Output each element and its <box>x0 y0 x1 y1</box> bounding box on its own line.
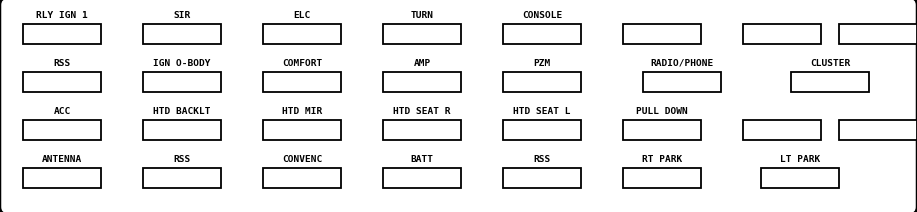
Text: BATT: BATT <box>411 155 434 164</box>
Bar <box>503 24 581 44</box>
Text: RSS: RSS <box>534 155 550 164</box>
Bar <box>23 168 101 188</box>
Text: HTD MIR: HTD MIR <box>282 107 322 116</box>
Text: PZM: PZM <box>534 59 550 68</box>
Text: ELC: ELC <box>293 11 311 20</box>
Text: AMP: AMP <box>414 59 431 68</box>
Text: ACC: ACC <box>53 107 71 116</box>
Text: RLY IGN 1: RLY IGN 1 <box>36 11 88 20</box>
Text: IGN O-BODY: IGN O-BODY <box>153 59 211 68</box>
Bar <box>263 72 341 92</box>
Bar <box>143 120 221 140</box>
Text: TURN: TURN <box>411 11 434 20</box>
Text: PULL DOWN: PULL DOWN <box>636 107 688 116</box>
Bar <box>623 120 701 140</box>
Bar <box>761 168 839 188</box>
Bar <box>383 24 461 44</box>
Text: ANTENNA: ANTENNA <box>42 155 83 164</box>
Bar <box>503 120 581 140</box>
Bar <box>743 120 821 140</box>
Bar <box>143 72 221 92</box>
Bar <box>839 24 917 44</box>
Text: CONVENC: CONVENC <box>282 155 322 164</box>
Bar <box>143 24 221 44</box>
Bar <box>383 120 461 140</box>
Bar <box>263 120 341 140</box>
Text: CLUSTER: CLUSTER <box>810 59 850 68</box>
Text: RT PARK: RT PARK <box>642 155 682 164</box>
Text: HTD BACKLT: HTD BACKLT <box>153 107 211 116</box>
Bar <box>791 72 869 92</box>
Bar <box>23 24 101 44</box>
Text: SIR: SIR <box>173 11 191 20</box>
Bar <box>383 72 461 92</box>
Bar <box>623 168 701 188</box>
Text: HTD SEAT L: HTD SEAT L <box>514 107 570 116</box>
Text: RADIO/PHONE: RADIO/PHONE <box>650 59 713 68</box>
Bar <box>263 168 341 188</box>
Text: COMFORT: COMFORT <box>282 59 322 68</box>
Bar <box>263 24 341 44</box>
Bar <box>23 120 101 140</box>
Bar <box>503 72 581 92</box>
Bar <box>839 120 917 140</box>
Bar <box>23 72 101 92</box>
Text: LT PARK: LT PARK <box>779 155 820 164</box>
Bar <box>643 72 721 92</box>
Text: CONSOLE: CONSOLE <box>522 11 562 20</box>
Text: RSS: RSS <box>173 155 191 164</box>
Bar <box>623 24 701 44</box>
Bar <box>503 168 581 188</box>
Bar <box>383 168 461 188</box>
Text: HTD SEAT R: HTD SEAT R <box>393 107 451 116</box>
Bar <box>743 24 821 44</box>
Text: RSS: RSS <box>53 59 71 68</box>
Bar <box>143 168 221 188</box>
